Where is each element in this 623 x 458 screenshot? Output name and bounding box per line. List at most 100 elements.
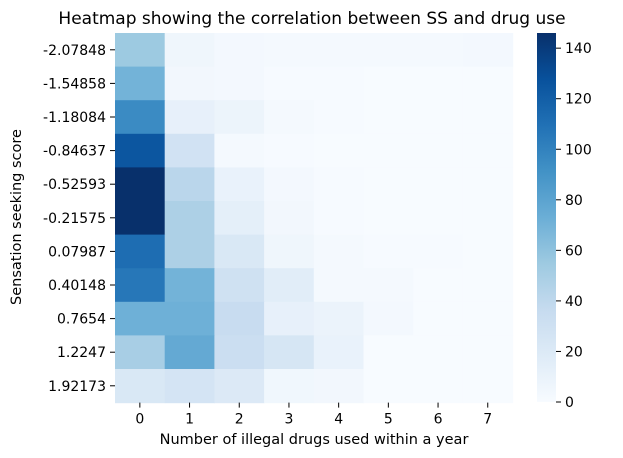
y-axis-label: Sensation seeking score <box>9 129 25 305</box>
heatmap-cell <box>164 100 215 135</box>
heatmap-cell <box>115 234 166 269</box>
heatmap-cell <box>413 133 464 168</box>
heatmap-cell <box>264 268 315 303</box>
heatmap-cell <box>462 201 514 236</box>
heatmap-cell <box>164 133 215 168</box>
heatmap-cell <box>313 268 365 303</box>
heatmap-cell <box>462 335 514 370</box>
y-tick-label: -1.18084 <box>43 110 106 126</box>
x-tick-label: 0 <box>135 412 144 428</box>
heatmap-cell <box>462 167 514 202</box>
heatmap-cell <box>462 66 514 101</box>
heatmap-cell <box>413 335 464 370</box>
heatmap-cell <box>115 301 166 336</box>
heatmap-cell <box>363 335 414 370</box>
heatmap-cell <box>413 66 464 101</box>
colorbar-tick-label: 40 <box>565 294 583 310</box>
x-tick-label: 4 <box>334 412 343 428</box>
y-axis-ticks: -2.07848 -1.54858 -1.18084 -0.84637 -0.52593… <box>43 43 115 395</box>
colorbar-tick-label: 60 <box>565 243 583 259</box>
heatmap-cell <box>214 33 265 68</box>
heatmap-cell <box>363 33 414 68</box>
heatmap-cell <box>164 33 215 68</box>
heatmap-cell <box>264 167 315 202</box>
heatmap-cell <box>164 234 215 269</box>
y-tick-label: -0.52593 <box>43 177 106 193</box>
heatmap-cell <box>264 66 315 101</box>
heatmap-cell <box>214 167 265 202</box>
y-tick-label: -0.21575 <box>43 211 106 227</box>
heatmap-cell <box>363 301 414 336</box>
heatmap-cell <box>214 133 265 168</box>
heatmap-cell <box>363 369 414 404</box>
y-tick-label: -0.84637 <box>43 144 106 160</box>
heatmap-cells <box>115 33 514 404</box>
colorbar-tick-label: 120 <box>565 92 592 108</box>
heatmap-cell <box>413 234 464 269</box>
heatmap-cell <box>413 369 464 404</box>
heatmap-cell <box>115 66 166 101</box>
x-tick-label: 1 <box>185 412 194 428</box>
heatmap-cell <box>115 133 166 168</box>
heatmap-cell <box>413 268 464 303</box>
x-tick-label: 2 <box>235 412 244 428</box>
heatmap-cell <box>214 66 265 101</box>
heatmap-cell <box>264 234 315 269</box>
heatmap-cell <box>164 201 215 236</box>
heatmap-cell <box>363 268 414 303</box>
colorbar <box>537 33 556 402</box>
colorbar-tick-label: 80 <box>565 193 583 209</box>
heatmap-cell <box>214 201 265 236</box>
colorbar-tick-label: 140 <box>565 41 592 57</box>
heatmap-cell <box>164 301 215 336</box>
heatmap-cell <box>363 167 414 202</box>
heatmap-cell <box>462 33 514 68</box>
x-tick-label: 3 <box>284 412 293 428</box>
heatmap-cell <box>164 268 215 303</box>
heatmap-cell <box>313 201 365 236</box>
colorbar-ticks: 0 20 40 60 80 100 120 140 <box>556 41 592 411</box>
heatmap-cell <box>313 234 365 269</box>
heatmap-cell <box>164 335 215 370</box>
heatmap-cell <box>264 335 315 370</box>
y-tick-label: -1.54858 <box>43 76 106 92</box>
heatmap-cell <box>313 133 365 168</box>
heatmap-cell <box>164 167 215 202</box>
heatmap-cell <box>214 369 265 404</box>
heatmap-cell <box>115 335 166 370</box>
heatmap-cell <box>264 33 315 68</box>
heatmap-cell <box>264 301 315 336</box>
heatmap-cell <box>413 167 464 202</box>
heatmap-cell <box>413 33 464 68</box>
heatmap-cell <box>115 33 166 68</box>
heatmap-cell <box>313 335 365 370</box>
heatmap-cell <box>115 167 166 202</box>
heatmap-cell <box>313 33 365 68</box>
y-tick-label: 1.92173 <box>48 379 106 395</box>
heatmap-cell <box>115 268 166 303</box>
y-tick-label: 0.7654 <box>57 312 106 328</box>
y-tick-label: 0.40148 <box>48 278 106 294</box>
heatmap-cell <box>214 301 265 336</box>
heatmap-cell <box>413 301 464 336</box>
y-tick-label: 1.2247 <box>57 345 106 361</box>
heatmap-cell <box>413 100 464 135</box>
y-tick-label: -2.07848 <box>43 43 106 59</box>
heatmap-cell <box>214 234 265 269</box>
heatmap-cell <box>313 100 365 135</box>
heatmap-cell <box>115 201 166 236</box>
heatmap-cell <box>214 335 265 370</box>
heatmap-cell <box>462 301 514 336</box>
heatmap-cell <box>413 201 464 236</box>
colorbar-tick-label: 20 <box>565 344 583 360</box>
heatmap-cell <box>264 100 315 135</box>
heatmap-cell <box>313 167 365 202</box>
heatmap-cell <box>115 369 166 404</box>
x-tick-label: 5 <box>384 412 393 428</box>
heatmap-cell <box>115 100 166 135</box>
x-tick-label: 7 <box>483 412 492 428</box>
colorbar-tick-label: 100 <box>565 142 592 158</box>
heatmap-cell <box>363 66 414 101</box>
heatmap-cell <box>462 369 514 404</box>
x-axis-label: Number of illegal drugs used within a ye… <box>160 432 469 448</box>
